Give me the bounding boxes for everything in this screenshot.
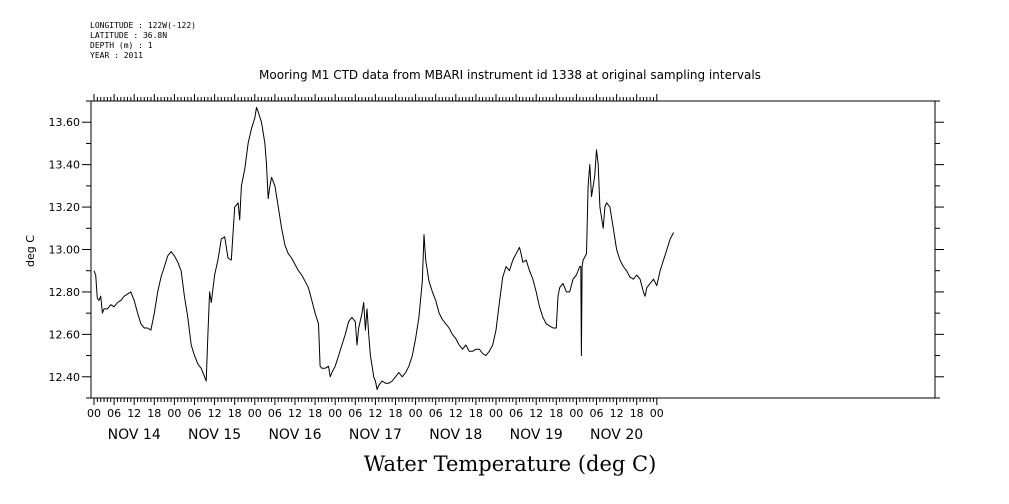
y-axis-label: deg C bbox=[24, 235, 37, 267]
x-tick-label: 12 bbox=[610, 407, 624, 420]
chart-title: Mooring M1 CTD data from MBARI instrumen… bbox=[259, 68, 761, 82]
date-label: NOV 15 bbox=[188, 427, 241, 443]
x-tick-label: 18 bbox=[308, 407, 322, 420]
date-label: NOV 14 bbox=[108, 427, 161, 443]
date-label: NOV 17 bbox=[349, 427, 402, 443]
x-tick-label: 18 bbox=[549, 407, 563, 420]
temperature-series-line bbox=[93, 106, 675, 390]
x-tick-label: 18 bbox=[389, 407, 403, 420]
x-tick-label: 00 bbox=[167, 407, 181, 420]
x-tick-label: 06 bbox=[429, 407, 443, 420]
y-tick-label: 12.40 bbox=[49, 371, 81, 384]
x-tick-label: 00 bbox=[650, 407, 664, 420]
x-tick-label: 12 bbox=[127, 407, 141, 420]
date-label: NOV 19 bbox=[510, 427, 563, 443]
metadata-block: LONGITUDE : 122W(-122) LATITUDE : 36.8N … bbox=[90, 21, 196, 61]
longitude-label: LONGITUDE : 122W(-122) bbox=[90, 21, 196, 30]
x-tick-label: 18 bbox=[147, 407, 161, 420]
x-tick-label: 06 bbox=[268, 407, 282, 420]
x-tick-label: 00 bbox=[248, 407, 262, 420]
plot-frame bbox=[90, 100, 936, 399]
series-layer bbox=[93, 106, 675, 390]
x-tick-label: 06 bbox=[188, 407, 202, 420]
x-tick-label: 18 bbox=[228, 407, 242, 420]
depth-label: DEPTH (m) : 1 bbox=[90, 41, 153, 50]
x-tick-label: 12 bbox=[208, 407, 222, 420]
x-tick-label: 00 bbox=[328, 407, 342, 420]
x-tick-label: 12 bbox=[529, 407, 543, 420]
date-label: NOV 18 bbox=[429, 427, 482, 443]
y-tick-label: 13.00 bbox=[49, 244, 81, 257]
x-tick-label: 00 bbox=[569, 407, 583, 420]
y-tick-label: 12.80 bbox=[49, 286, 81, 299]
y-tick-label: 13.40 bbox=[49, 159, 81, 172]
x-tick-label: 00 bbox=[87, 407, 101, 420]
date-label: NOV 16 bbox=[268, 427, 321, 443]
latitude-label: LATITUDE : 36.8N bbox=[90, 31, 168, 40]
x-tick-label: 00 bbox=[409, 407, 423, 420]
x-tick-label: 06 bbox=[509, 407, 523, 420]
x-tick-label: 06 bbox=[590, 407, 604, 420]
axis-ticks: 12.40 12.60 12.80 13.00 13.20 13.40 13.60 00 06 1… bbox=[49, 94, 944, 443]
y-tick-label: 13.60 bbox=[49, 116, 81, 129]
date-label: NOV 20 bbox=[590, 427, 643, 443]
year-label: YEAR : 2011 bbox=[90, 51, 143, 60]
x-tick-label: 18 bbox=[469, 407, 483, 420]
x-tick-label: 12 bbox=[368, 407, 382, 420]
x-tick-label: 06 bbox=[348, 407, 362, 420]
plot-border bbox=[90, 100, 936, 399]
x-tick-label: 12 bbox=[449, 407, 463, 420]
variable-title: Water Temperature (deg C) bbox=[363, 452, 657, 476]
y-tick-label: 13.20 bbox=[49, 201, 81, 214]
x-tick-label: 12 bbox=[288, 407, 302, 420]
y-tick-label: 12.60 bbox=[49, 328, 81, 341]
x-tick-label: 00 bbox=[489, 407, 503, 420]
x-tick-label: 18 bbox=[630, 407, 644, 420]
x-tick-label: 06 bbox=[107, 407, 121, 420]
